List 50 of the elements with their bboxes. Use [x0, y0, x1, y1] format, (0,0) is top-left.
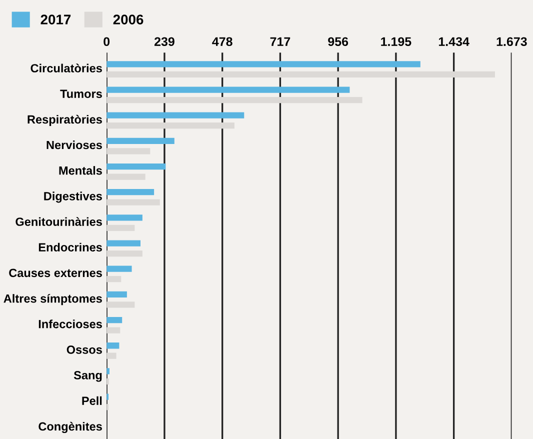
y-tick-label: Respiratòries: [28, 114, 102, 126]
y-tick-label: Infeccioses: [38, 320, 102, 328]
bar: [106, 189, 154, 196]
y-tick-label: Circulatòries: [30, 64, 102, 72]
legend-label: 2017: [40, 14, 71, 24]
bar: [106, 122, 234, 129]
bar: [106, 276, 122, 282]
bar: [106, 138, 174, 144]
bar: [106, 342, 120, 349]
y-tick-label: Sang: [74, 371, 102, 382]
bar: [106, 61, 420, 68]
x-tick-label: 1.673: [496, 37, 527, 46]
x-tick-label: 1.434: [438, 37, 470, 46]
bar: [106, 112, 244, 118]
bar: [106, 174, 146, 180]
bar: [106, 291, 127, 298]
bar: [106, 302, 135, 308]
x-tick-label: 956: [328, 37, 348, 46]
bar: [106, 240, 140, 246]
bar: [106, 368, 110, 374]
bar: [106, 71, 495, 78]
bar: [106, 86, 350, 93]
bar: [106, 163, 166, 170]
y-tick-label: Digestives: [44, 192, 102, 203]
x-tick-label: 239: [154, 37, 174, 46]
x-tick-label: 717: [270, 37, 290, 46]
x-tick-label: 0: [104, 37, 110, 46]
y-tick-label: Genitourinàries: [16, 217, 102, 226]
bar: [106, 352, 116, 359]
y-tick-label: Ossos: [66, 345, 102, 354]
y-tick-label: Nervioses: [46, 140, 102, 150]
y-tick-label: Endocrines: [38, 242, 102, 252]
bar: [106, 214, 142, 221]
legend-label: 2006: [113, 14, 144, 24]
y-tick-label: Mentals: [59, 166, 102, 175]
bar: [106, 327, 120, 334]
bar: [106, 148, 150, 154]
bar: [106, 266, 132, 272]
y-tick-label: Altres símptomes: [4, 294, 102, 306]
x-tick-label: 1.195: [381, 37, 412, 46]
y-tick-label: Causes externes: [9, 268, 102, 278]
bar: [106, 316, 122, 324]
bar: [106, 96, 362, 104]
y-tick-label: Congènites: [38, 422, 102, 434]
y-tick-label: Tumors: [60, 90, 102, 98]
bar: [106, 224, 135, 231]
bar: [106, 250, 142, 257]
y-tick-label: Pell: [82, 396, 102, 406]
x-tick-label: 478: [212, 37, 232, 46]
bar: [106, 199, 160, 206]
